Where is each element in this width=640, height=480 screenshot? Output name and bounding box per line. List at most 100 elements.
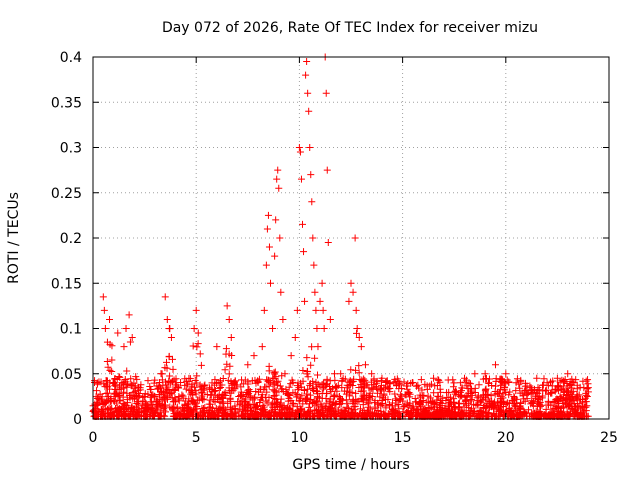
data-point (481, 370, 489, 378)
data-point (529, 402, 537, 410)
data-point (516, 384, 524, 392)
data-point (441, 405, 449, 413)
data-point (368, 370, 376, 378)
y-tick-label: 0.05 (51, 367, 82, 383)
data-point (535, 400, 543, 408)
data-point (120, 343, 128, 351)
data-point (303, 397, 311, 405)
data-point (231, 385, 239, 393)
data-point (452, 387, 460, 395)
data-point (297, 383, 305, 391)
data-point (306, 144, 314, 151)
data-point (239, 380, 247, 388)
x-axis-label: GPS time / hours (292, 457, 409, 473)
data-point (355, 369, 363, 377)
data-point (331, 376, 339, 384)
data-point (304, 385, 312, 393)
data-point (414, 381, 422, 389)
data-point (355, 334, 363, 342)
data-point (312, 380, 320, 388)
data-point (359, 401, 367, 409)
data-point (291, 334, 299, 342)
data-point (288, 376, 296, 384)
data-point (271, 404, 279, 412)
data-point (482, 403, 490, 411)
data-point (323, 389, 331, 397)
data-point (302, 411, 310, 419)
data-point (319, 306, 327, 314)
data-point (325, 383, 333, 391)
data-point (337, 408, 345, 416)
data-point (497, 378, 505, 386)
data-point (365, 393, 373, 401)
data-point (417, 376, 425, 384)
data-point (305, 107, 313, 115)
data-point (196, 381, 204, 389)
data-point (342, 396, 350, 404)
x-tick-label: 25 (600, 430, 618, 446)
data-point (552, 403, 560, 411)
data-point (139, 397, 147, 405)
data-point (322, 89, 330, 97)
data-point (256, 399, 264, 407)
data-point (251, 393, 259, 401)
data-point (497, 399, 505, 407)
data-point (450, 379, 458, 387)
data-point (515, 408, 523, 416)
data-point (211, 386, 219, 394)
data-point (450, 395, 458, 403)
data-point (298, 220, 306, 228)
data-point (352, 366, 360, 374)
x-tick-label: 5 (192, 430, 201, 446)
data-point (161, 293, 169, 301)
data-point (480, 391, 488, 399)
data-point (192, 387, 200, 395)
plot-frame (92, 56, 610, 420)
data-point (165, 377, 173, 385)
data-point (323, 166, 331, 174)
data-point (307, 361, 315, 369)
data-point (360, 396, 368, 404)
data-point (512, 387, 520, 395)
data-point (512, 403, 520, 411)
data-point (163, 315, 171, 323)
data-point (221, 366, 229, 374)
data-point (389, 399, 397, 407)
data-point (163, 358, 171, 366)
data-point (569, 387, 577, 395)
data-point (359, 395, 367, 403)
data-point (560, 388, 568, 396)
data-point (139, 408, 147, 416)
data-point (93, 387, 101, 395)
data-point (542, 405, 550, 413)
data-point (270, 412, 278, 420)
data-point (199, 389, 207, 397)
y-axis-label: ROTI / TECUs (6, 192, 22, 284)
x-tick-label: 15 (394, 430, 412, 446)
data-point (460, 410, 468, 418)
data-point (314, 343, 322, 351)
data-point (160, 397, 168, 405)
data-point (394, 401, 402, 409)
data-point (273, 378, 281, 386)
data-point (160, 403, 168, 411)
data-point (113, 385, 121, 393)
data-point (314, 394, 322, 402)
data-point (548, 388, 556, 396)
data-point (184, 380, 192, 388)
data-point (115, 372, 123, 380)
data-point (486, 402, 494, 410)
data-point (164, 386, 172, 394)
data-point (106, 315, 114, 323)
data-point (521, 397, 529, 405)
y-tick-label: 0.25 (51, 186, 82, 202)
data-point (368, 393, 376, 401)
data-point (272, 389, 280, 397)
data-point (253, 408, 261, 416)
data-point (466, 397, 474, 405)
data-point (244, 401, 252, 409)
data-point (262, 393, 270, 401)
data-point (572, 376, 580, 384)
data-point (396, 381, 404, 389)
data-point (199, 396, 207, 404)
